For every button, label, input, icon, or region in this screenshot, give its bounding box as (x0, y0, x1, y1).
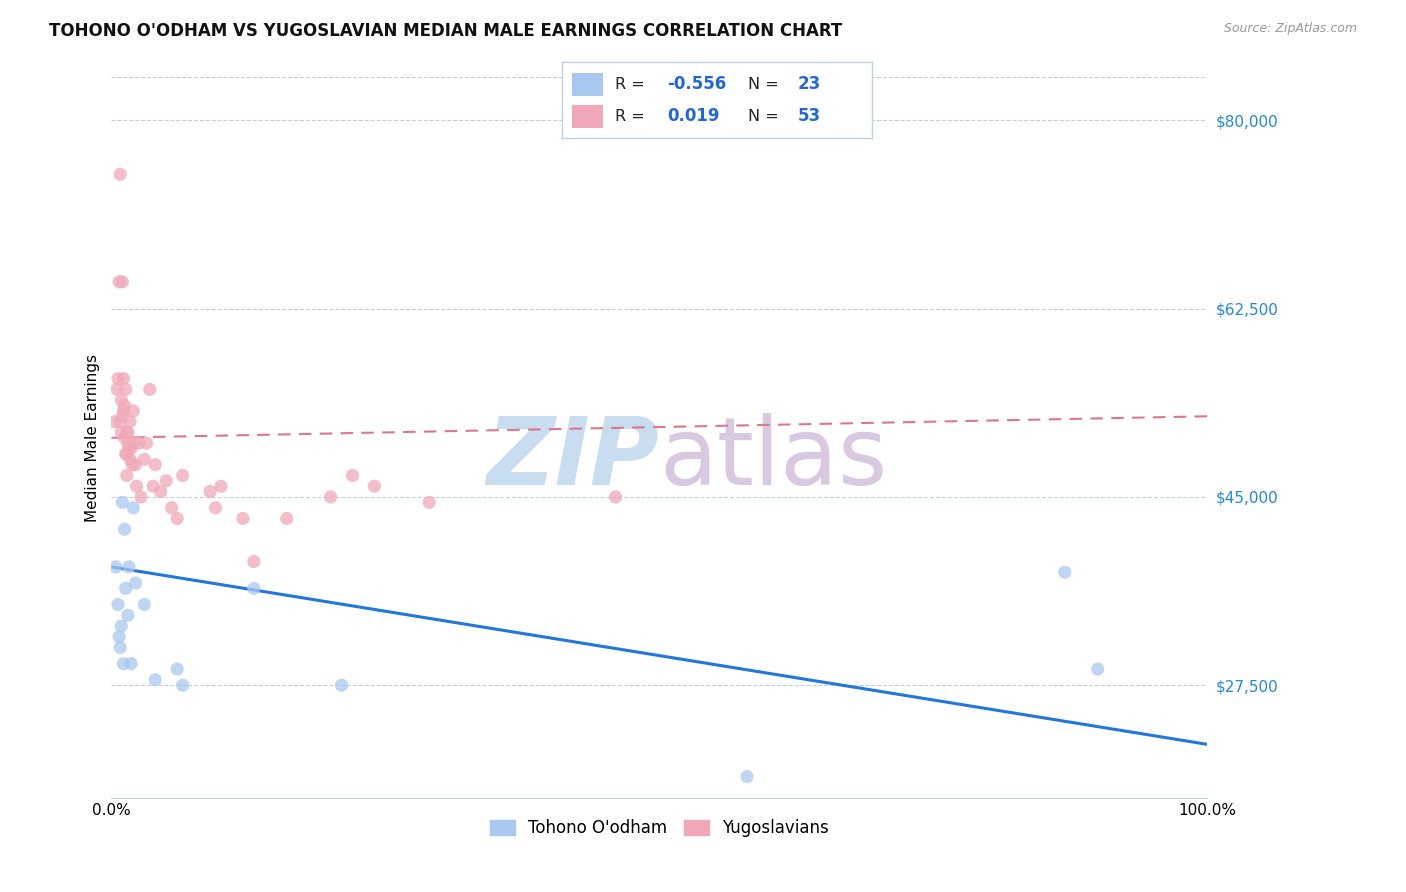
Point (243, 554, 266, 568)
Point (117, 425, 139, 440)
Point (112, 371, 135, 385)
Point (172, 678, 194, 692)
Point (112, 657, 135, 671)
Text: N =: N = (748, 109, 785, 124)
Point (143, 673, 166, 687)
Text: 53: 53 (797, 107, 821, 125)
Point (363, 479, 385, 493)
Y-axis label: Median Male Earnings: Median Male Earnings (86, 354, 100, 522)
Point (129, 490, 152, 504)
Point (143, 458, 166, 472)
Point (108, 640, 131, 655)
Point (125, 479, 148, 493)
Point (118, 415, 141, 429)
Point (232, 511, 254, 525)
Point (166, 662, 188, 676)
Text: R =: R = (614, 77, 650, 92)
Text: R =: R = (614, 109, 655, 124)
Point (121, 458, 143, 472)
Text: -0.556: -0.556 (668, 76, 727, 94)
Point (115, 468, 138, 483)
Point (105, 383, 128, 397)
Point (115, 425, 138, 440)
Legend: Tohono O'odham, Yugoslavians: Tohono O'odham, Yugoslavians (484, 813, 835, 844)
Point (114, 582, 136, 596)
Point (111, 275, 134, 289)
Point (124, 576, 146, 591)
Point (108, 275, 131, 289)
Point (135, 436, 157, 450)
Text: Source: ZipAtlas.com: Source: ZipAtlas.com (1223, 22, 1357, 36)
Text: atlas: atlas (659, 413, 887, 506)
Point (111, 495, 134, 509)
Point (243, 582, 266, 596)
Text: 23: 23 (797, 76, 821, 94)
Point (605, 490, 627, 504)
Point (166, 511, 188, 525)
Point (108, 630, 131, 644)
Text: 0.019: 0.019 (668, 107, 720, 125)
Point (120, 442, 142, 456)
Point (122, 404, 145, 418)
Text: TOHONO O'ODHAM VS YUGOSLAVIAN MEDIAN MALE EARNINGS CORRELATION CHART: TOHONO O'ODHAM VS YUGOSLAVIAN MEDIAN MAL… (49, 22, 842, 40)
Point (134, 452, 156, 467)
Text: ZIP: ZIP (486, 413, 659, 506)
Point (108, 415, 131, 429)
Point (204, 500, 226, 515)
Point (124, 436, 146, 450)
Point (160, 500, 183, 515)
Point (120, 657, 142, 671)
Point (198, 484, 221, 499)
Point (110, 619, 132, 633)
Point (107, 598, 129, 612)
Point (134, 598, 156, 612)
Point (124, 458, 146, 472)
Point (114, 399, 136, 413)
Point (104, 560, 127, 574)
Bar (572, 105, 603, 128)
Point (114, 431, 136, 445)
Point (1087, 662, 1109, 676)
Point (118, 442, 141, 456)
Point (155, 474, 177, 488)
Point (128, 436, 150, 450)
Point (117, 608, 139, 623)
Point (110, 425, 132, 440)
Point (114, 447, 136, 461)
Point (107, 371, 129, 385)
Point (115, 447, 138, 461)
Point (209, 479, 232, 493)
Point (122, 500, 145, 515)
Point (118, 560, 141, 574)
Point (112, 404, 135, 418)
Point (139, 383, 162, 397)
Point (114, 522, 136, 536)
Text: N =: N = (748, 77, 785, 92)
Point (330, 678, 353, 692)
Point (735, 770, 758, 784)
Point (172, 468, 194, 483)
Point (276, 511, 298, 525)
Point (142, 479, 165, 493)
Point (104, 415, 127, 429)
Point (418, 495, 440, 509)
Point (108, 167, 131, 181)
Point (1053, 566, 1076, 580)
Point (319, 490, 342, 504)
Point (111, 409, 134, 424)
Point (149, 484, 172, 499)
Point (114, 383, 136, 397)
Point (342, 468, 364, 483)
Point (110, 393, 132, 408)
Point (118, 452, 141, 467)
Point (117, 436, 139, 450)
Bar (572, 73, 603, 95)
